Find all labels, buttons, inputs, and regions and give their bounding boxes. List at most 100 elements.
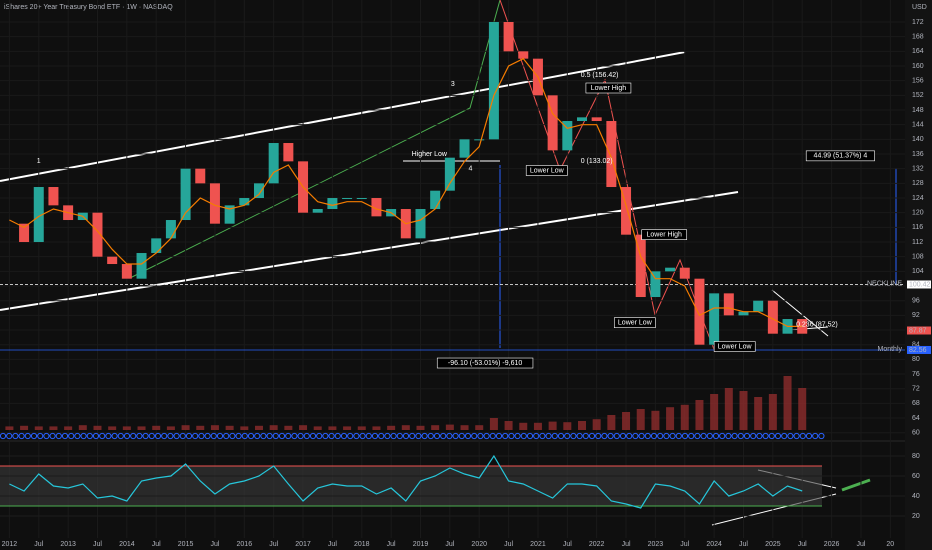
candle [136, 253, 147, 279]
event-icon [241, 432, 248, 440]
event-icon [601, 432, 608, 440]
event-icon [167, 432, 174, 440]
event-icon [818, 432, 825, 440]
event-icon [638, 432, 645, 440]
y-tick-label: 168 [912, 34, 924, 41]
event-icon [192, 432, 199, 440]
event-icon [390, 432, 397, 440]
candle [665, 267, 676, 272]
candle [459, 139, 470, 158]
event-icon [378, 432, 385, 440]
candle [165, 220, 176, 239]
event-icon [210, 432, 217, 440]
volume-bar [636, 409, 645, 430]
event-icon [545, 432, 552, 440]
annotation-box [585, 82, 632, 94]
event-icon [557, 432, 565, 440]
event-icon [303, 432, 310, 440]
event-icon [725, 432, 732, 440]
event-icon [297, 432, 304, 440]
candle [107, 256, 118, 265]
event-icon [154, 432, 162, 440]
y-tick-label: 64 [912, 415, 920, 422]
event-icon [446, 432, 453, 440]
event-icon [712, 432, 720, 440]
x-tick-label: Jul [269, 541, 278, 548]
event-icon [254, 432, 261, 440]
event-icon [74, 432, 81, 440]
event-icon [316, 432, 323, 440]
candle [738, 311, 749, 316]
y-tick-label: 160 [912, 63, 924, 70]
volume-bar [225, 425, 234, 430]
candle [19, 223, 30, 243]
event-icon [123, 432, 131, 440]
volume-bar [416, 425, 425, 430]
volume-bar [357, 426, 366, 430]
event-icon [576, 432, 583, 440]
candle [121, 264, 132, 279]
event-icon [322, 432, 329, 440]
level-value: 82.56 [909, 347, 927, 354]
event-icon [768, 432, 775, 440]
event-icon [719, 432, 726, 440]
volume-bar [504, 421, 513, 430]
event-icon [148, 432, 155, 440]
event-icon [359, 432, 366, 440]
candle [488, 22, 499, 140]
event-icon [130, 432, 137, 440]
y-tick-label: 108 [912, 254, 924, 261]
event-icon [266, 432, 273, 440]
event-icon [433, 432, 441, 440]
volume-bar [445, 424, 454, 430]
event-icon [520, 432, 527, 440]
event-icon [371, 432, 379, 440]
x-tick-label: 2020 [471, 541, 487, 548]
event-icon [198, 432, 205, 440]
candle [253, 183, 264, 199]
volume-bar [519, 422, 528, 430]
candle [415, 209, 426, 239]
x-tick-label: 2017 [295, 541, 311, 548]
volume-bar [783, 376, 792, 430]
y-tick-label: 144 [912, 122, 924, 129]
level-box [907, 345, 931, 354]
event-icon [0, 432, 7, 440]
candle [474, 139, 485, 141]
x-tick-label: Jul [739, 541, 748, 548]
y-tick-label: 136 [912, 151, 924, 158]
y-tick-label: 68 [912, 400, 920, 407]
x-tick-label: Jul [798, 541, 807, 548]
event-icon [440, 432, 447, 440]
y-tick-label: 72 [912, 386, 920, 393]
volume-bar [313, 426, 322, 430]
candle [591, 117, 602, 122]
event-icon [80, 432, 87, 440]
candle [767, 300, 778, 334]
event-icon [347, 432, 354, 440]
rsi-tick-label: 20 [912, 513, 920, 520]
volume-bar [768, 394, 777, 430]
event-icon [229, 432, 236, 440]
volume-bar [108, 426, 117, 430]
y-tick-label: 84 [912, 342, 920, 349]
candle [327, 198, 338, 210]
event-icon [99, 432, 106, 440]
candle [518, 51, 529, 59]
y-tick-label: 164 [912, 48, 924, 55]
triangle-line [771, 289, 829, 337]
volume-bar [78, 425, 87, 430]
event-icon [539, 432, 546, 440]
event-icon [681, 432, 689, 440]
volume-bar [284, 425, 293, 430]
x-tick-label: 2026 [824, 541, 840, 548]
volume-bar [563, 422, 572, 430]
candle [694, 278, 705, 345]
channel-upper [0, 51, 686, 182]
volume-bar [328, 426, 337, 430]
y-tick-label: 80 [912, 356, 920, 363]
volume-bar [196, 425, 205, 430]
volume-bar [695, 400, 704, 430]
event-icon [49, 432, 56, 440]
